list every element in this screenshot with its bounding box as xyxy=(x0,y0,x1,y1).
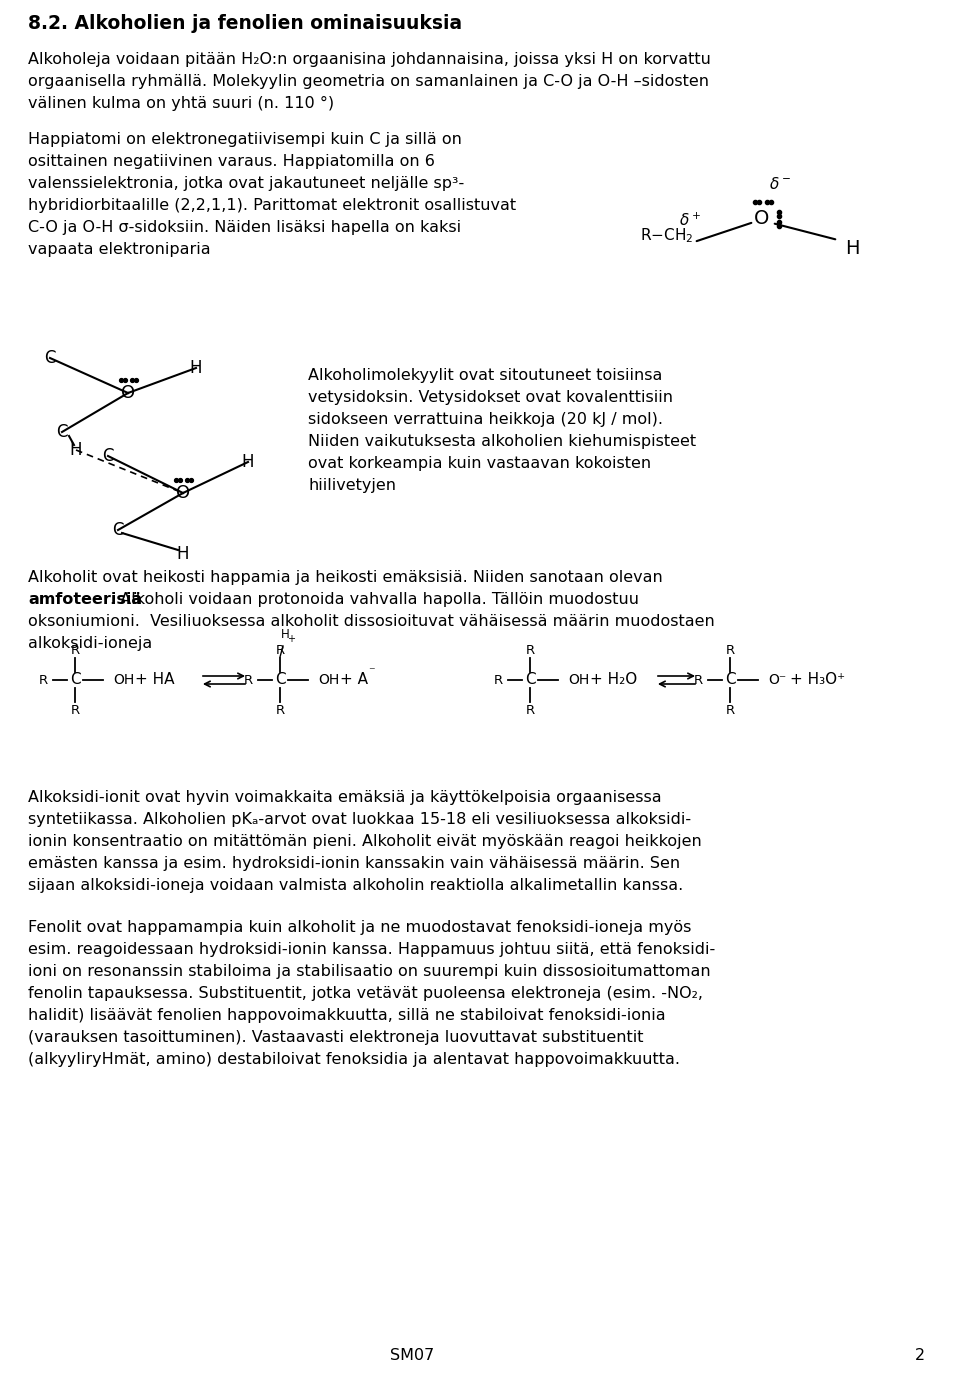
Text: halidit) lisäävät fenolien happovoimakkuutta, sillä ne stabiloivat fenoksidi-ion: halidit) lisäävät fenolien happovoimakku… xyxy=(28,1009,665,1024)
Text: H: H xyxy=(190,359,203,376)
Text: oksoniumioni.  Vesiliuoksessa alkoholit dissosioituvat vähäisessä määrin muodost: oksoniumioni. Vesiliuoksessa alkoholit d… xyxy=(28,614,715,629)
Text: + H₃O⁺: + H₃O⁺ xyxy=(790,672,845,687)
Text: R: R xyxy=(276,643,284,657)
Text: Alkoholimolekyylit ovat sitoutuneet toisiinsa: Alkoholimolekyylit ovat sitoutuneet tois… xyxy=(308,368,662,383)
Text: Niiden vaikutuksesta alkoholien kiehumispisteet: Niiden vaikutuksesta alkoholien kiehumis… xyxy=(308,434,696,449)
Text: O: O xyxy=(121,383,135,403)
Text: R: R xyxy=(726,643,734,657)
Text: C: C xyxy=(275,672,285,687)
Text: OH: OH xyxy=(113,673,134,687)
Text: + H₂O: + H₂O xyxy=(590,672,637,687)
Text: H: H xyxy=(845,239,859,257)
Text: sidokseen verrattuina heikkoja (20 kJ / mol).: sidokseen verrattuina heikkoja (20 kJ / … xyxy=(308,412,663,427)
Text: OH: OH xyxy=(568,673,589,687)
Text: $\delta^-$: $\delta^-$ xyxy=(769,176,791,192)
Text: + A: + A xyxy=(340,672,368,687)
Text: C-O ja O-H σ-sidoksiin. Näiden lisäksi hapella on kaksi: C-O ja O-H σ-sidoksiin. Näiden lisäksi h… xyxy=(28,220,461,235)
Text: O: O xyxy=(755,209,770,228)
Text: Alkoholeja voidaan pitään H₂O:n orgaanisina johdannaisina, joissa yksi H on korv: Alkoholeja voidaan pitään H₂O:n orgaanis… xyxy=(28,52,710,67)
Text: C: C xyxy=(725,672,735,687)
Text: R: R xyxy=(70,703,80,716)
Text: R: R xyxy=(38,673,48,687)
Text: Fenolit ovat happamampia kuin alkoholit ja ne muodostavat fenoksidi-ioneja myös: Fenolit ovat happamampia kuin alkoholit … xyxy=(28,921,691,934)
Text: hybridiorbitaalille (2,2,1,1). Parittomat elektronit osallistuvat: hybridiorbitaalille (2,2,1,1). Parittoma… xyxy=(28,198,516,213)
Text: OH: OH xyxy=(318,673,339,687)
Text: C: C xyxy=(103,447,113,464)
Text: ovat korkeampia kuin vastaavan kokoisten: ovat korkeampia kuin vastaavan kokoisten xyxy=(308,456,651,471)
Text: ⁻: ⁻ xyxy=(368,665,374,679)
Text: R: R xyxy=(525,643,535,657)
Text: Happiatomi on elektronegatiivisempi kuin C ja sillä on: Happiatomi on elektronegatiivisempi kuin… xyxy=(28,132,462,147)
Text: R$-$CH$_2$: R$-$CH$_2$ xyxy=(640,227,693,246)
Text: (varauksen tasoittuminen). Vastaavasti elektroneja luovuttavat substituentit: (varauksen tasoittuminen). Vastaavasti e… xyxy=(28,1030,643,1046)
Text: H: H xyxy=(242,453,254,471)
Text: vapaata elektroniparia: vapaata elektroniparia xyxy=(28,242,210,257)
Text: R: R xyxy=(244,673,252,687)
Text: C: C xyxy=(112,521,124,539)
Text: 2: 2 xyxy=(915,1348,925,1363)
Text: syntetiikassa. Alkoholien pKₐ-arvot ovat luokkaa 15-18 eli vesiliuoksessa alkoks: syntetiikassa. Alkoholien pKₐ-arvot ovat… xyxy=(28,812,691,827)
Text: valenssielektronia, jotka ovat jakautuneet neljälle sp³-: valenssielektronia, jotka ovat jakautune… xyxy=(28,176,465,191)
Text: emästen kanssa ja esim. hydroksidi-ionin kanssakin vain vähäisessä määrin. Sen: emästen kanssa ja esim. hydroksidi-ionin… xyxy=(28,856,680,871)
Text: C: C xyxy=(525,672,536,687)
Text: +: + xyxy=(287,633,295,644)
Text: 8.2. Alkoholien ja fenolien ominaisuuksia: 8.2. Alkoholien ja fenolien ominaisuuksi… xyxy=(28,14,462,33)
Text: alkoksidi-ioneja: alkoksidi-ioneja xyxy=(28,636,153,651)
Text: sijaan alkoksidi-ioneja voidaan valmista alkoholin reaktiolla alkalimetallin kan: sijaan alkoksidi-ioneja voidaan valmista… xyxy=(28,878,684,893)
Text: O: O xyxy=(176,484,190,502)
Text: Alkoholit ovat heikosti happamia ja heikosti emäksisiä. Niiden sanotaan olevan: Alkoholit ovat heikosti happamia ja heik… xyxy=(28,570,662,585)
Text: H: H xyxy=(70,441,83,459)
Text: esim. reagoidessaan hydroksidi-ionin kanssa. Happamuus johtuu siitä, että fenoks: esim. reagoidessaan hydroksidi-ionin kan… xyxy=(28,943,715,958)
Text: R: R xyxy=(525,703,535,716)
Text: R: R xyxy=(693,673,703,687)
Text: hiilivetyjen: hiilivetyjen xyxy=(308,478,396,493)
Text: amfoteerisiä: amfoteerisiä xyxy=(28,592,142,607)
Text: H: H xyxy=(280,628,289,640)
Text: (alkyyliryHmät, amino) destabiloivat fenoksidia ja alentavat happovoimakkuutta.: (alkyyliryHmät, amino) destabiloivat fen… xyxy=(28,1052,680,1068)
Text: + HA: + HA xyxy=(135,672,175,687)
Text: R: R xyxy=(493,673,503,687)
Text: välinen kulma on yhtä suuri (n. 110 °): välinen kulma on yhtä suuri (n. 110 °) xyxy=(28,96,334,111)
Text: Alkoksidi-ionit ovat hyvin voimakkaita emäksiä ja käyttökelpoisia orgaanisessa: Alkoksidi-ionit ovat hyvin voimakkaita e… xyxy=(28,790,661,805)
Text: H: H xyxy=(177,545,189,563)
Text: SM07: SM07 xyxy=(390,1348,434,1363)
Text: . Alkoholi voidaan protonoida vahvalla hapolla. Tällöin muodostuu: . Alkoholi voidaan protonoida vahvalla h… xyxy=(110,592,639,607)
Text: $\delta^+$: $\delta^+$ xyxy=(679,212,701,228)
Text: O⁻: O⁻ xyxy=(768,673,786,687)
Text: C: C xyxy=(57,423,68,441)
Text: osittainen negatiivinen varaus. Happiatomilla on 6: osittainen negatiivinen varaus. Happiato… xyxy=(28,154,435,169)
Text: C: C xyxy=(44,349,56,367)
Text: orgaanisella ryhmällä. Molekyylin geometria on samanlainen ja C-O ja O-H –sidost: orgaanisella ryhmällä. Molekyylin geomet… xyxy=(28,74,709,89)
Text: fenolin tapauksessa. Substituentit, jotka vetävät puoleensa elektroneja (esim. -: fenolin tapauksessa. Substituentit, jotk… xyxy=(28,987,703,1002)
Text: ioni on resonanssin stabiloima ja stabilisaatio on suurempi kuin dissosioitumatt: ioni on resonanssin stabiloima ja stabil… xyxy=(28,965,710,980)
Text: vetysidoksin. Vetysidokset ovat kovalenttisiin: vetysidoksin. Vetysidokset ovat kovalent… xyxy=(308,390,673,405)
Text: R: R xyxy=(276,703,284,716)
Text: C: C xyxy=(70,672,81,687)
Text: R: R xyxy=(70,643,80,657)
Text: R: R xyxy=(726,703,734,716)
Text: ionin konsentraatio on mitättömän pieni. Alkoholit eivät myöskään reagoi heikkoj: ionin konsentraatio on mitättömän pieni.… xyxy=(28,834,702,849)
